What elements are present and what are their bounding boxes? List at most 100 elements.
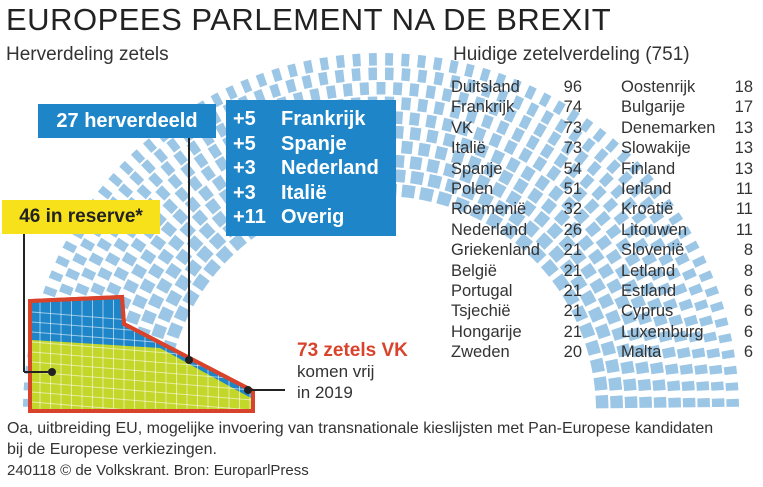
seat: [228, 233, 247, 252]
seat: [81, 267, 97, 281]
gain-row: +3 Nederland: [226, 156, 396, 181]
country-seats: 73: [563, 139, 582, 158]
seat: [156, 277, 173, 294]
seat: [540, 110, 554, 126]
vk-annotation-line3: in 2019: [297, 383, 353, 402]
seat: [681, 380, 695, 391]
seat: [546, 222, 564, 240]
seat: [143, 138, 158, 153]
seat: [417, 69, 428, 83]
country-name: Hongarije: [451, 322, 522, 341]
country-name: Italië: [451, 139, 486, 158]
seat: [477, 191, 494, 209]
seat: [696, 381, 710, 391]
seat: [584, 221, 602, 238]
country-row: Cyprus 6: [621, 301, 753, 321]
seat: [191, 209, 209, 226]
seat: [600, 340, 616, 356]
seat: [409, 112, 421, 126]
seat: [186, 235, 204, 252]
country-seats: 21: [563, 261, 582, 280]
country-row: Zweden 20: [451, 342, 582, 362]
seat: [442, 132, 456, 148]
country-row: Slovenië 8: [621, 240, 753, 260]
seat: [646, 344, 661, 358]
country-row: Ierland 11: [621, 179, 753, 199]
seat: [641, 252, 658, 267]
seat: [522, 220, 540, 238]
country-name: Spanje: [451, 159, 503, 178]
seat: [48, 270, 64, 283]
seat: [104, 252, 121, 267]
seat: [676, 347, 691, 359]
country-name: België: [451, 261, 497, 280]
seat: [698, 270, 714, 283]
seat: [425, 85, 437, 99]
seat: [591, 185, 607, 201]
seat: [113, 237, 129, 253]
vk-block-outline: [28, 294, 255, 413]
seat: [409, 156, 423, 171]
seat: [606, 159, 621, 175]
seat: [131, 263, 148, 279]
seat: [605, 248, 622, 265]
seat: [88, 252, 104, 267]
seat: [129, 171, 145, 186]
seat: [558, 235, 576, 252]
seat: [203, 258, 222, 277]
country-name: Duitsland: [451, 78, 520, 96]
seat: [548, 185, 565, 202]
country-row: Luxemburg 6: [621, 322, 753, 342]
seat: [488, 132, 503, 149]
seat: [490, 149, 506, 166]
seat: [175, 248, 193, 266]
country-name: Letland: [621, 261, 676, 280]
seat: [121, 251, 138, 267]
seat: [610, 395, 623, 409]
vk-annotation-head: 73 zetels VK: [297, 340, 408, 361]
seat: [151, 323, 168, 340]
seat: [666, 238, 682, 252]
gain-value: +5: [233, 132, 256, 155]
seat: [162, 198, 179, 215]
seat: [585, 339, 601, 356]
country-seats: 18: [734, 78, 753, 96]
subtitle-redistribution: Herverdeling zetels: [6, 44, 169, 65]
seat: [186, 140, 202, 156]
seat: [631, 344, 647, 358]
seat: [568, 127, 583, 143]
seat: [688, 283, 703, 296]
seat: [624, 251, 641, 267]
gain-row: +5 Spanje: [226, 132, 396, 157]
seat: [503, 107, 517, 123]
country-row: Duitsland 96: [451, 77, 582, 97]
country-name: Tsjechië: [451, 302, 511, 321]
seat: [136, 184, 152, 200]
seat: [255, 72, 268, 88]
seat: [179, 221, 196, 239]
seat: [432, 57, 443, 71]
country-seats: 73: [563, 118, 582, 137]
seat: [269, 83, 282, 98]
seat: [173, 150, 188, 166]
seat: [571, 305, 589, 323]
country-seats: 96: [563, 78, 582, 96]
seat: [606, 278, 623, 294]
reserve-label: 46 in reserve*: [2, 200, 160, 234]
seat: [682, 397, 696, 408]
seat: [597, 263, 615, 280]
footnote: Oa, uitbreiding EU, mogelijke invoering …: [7, 420, 714, 458]
seat: [605, 358, 620, 374]
seat: [535, 232, 554, 250]
seat: [392, 82, 403, 96]
reserve-seat-block: [32, 340, 251, 409]
country-name: Frankrijk: [451, 98, 515, 117]
seat: [559, 259, 578, 277]
seat-divider-h: [31, 381, 253, 401]
seat: [488, 101, 502, 117]
country-name: Nederland: [451, 220, 528, 239]
seat: [401, 68, 411, 82]
seat: [553, 152, 569, 169]
seat: [342, 83, 353, 97]
seat: [539, 143, 555, 159]
